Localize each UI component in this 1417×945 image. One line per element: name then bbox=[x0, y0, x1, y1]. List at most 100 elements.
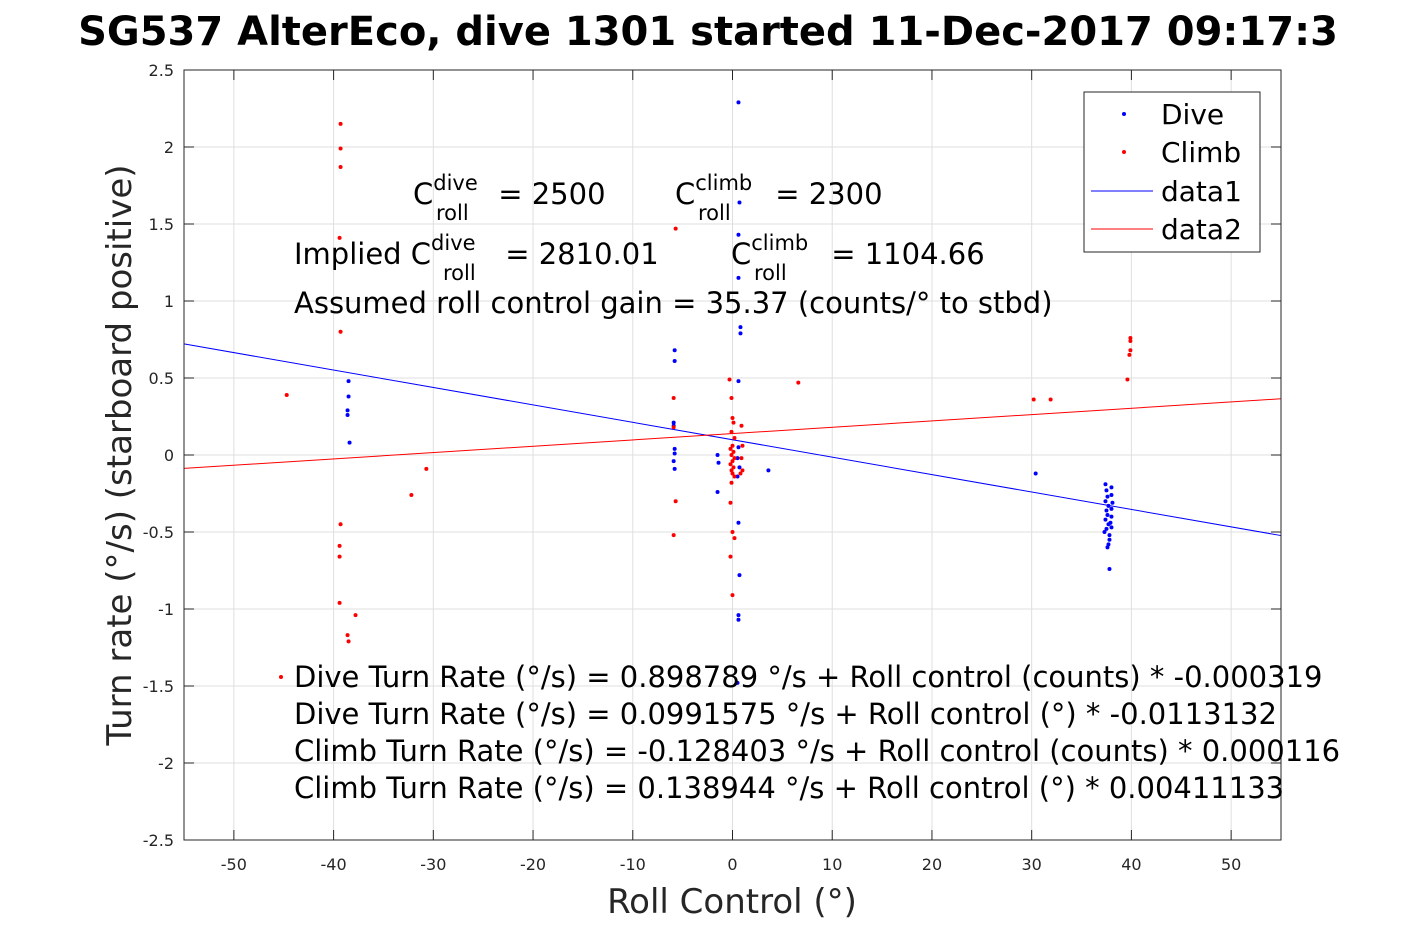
dive-point bbox=[735, 456, 740, 461]
climb-point bbox=[671, 425, 676, 430]
fit-line-data1 bbox=[183, 343, 1282, 537]
dive-point bbox=[736, 232, 741, 237]
climb-point bbox=[796, 380, 801, 385]
plot-area bbox=[183, 100, 1282, 685]
dive-point bbox=[736, 445, 741, 450]
dive-point bbox=[738, 325, 743, 330]
dive-point bbox=[346, 394, 351, 399]
axis-ticks: -50 -40 -30 -20 -10 0 10 20 30 40 50 2.5 2 1.5 1 0.5 0 -0… bbox=[143, 61, 1281, 874]
implied-climb-value: = 1104.66 bbox=[822, 237, 985, 271]
y-tick-label: 0.5 bbox=[149, 369, 174, 388]
dive-point bbox=[737, 200, 742, 205]
x-tick-label: 10 bbox=[822, 855, 842, 874]
dive-point bbox=[1109, 493, 1114, 498]
climb-point bbox=[1127, 352, 1132, 357]
x-tick-label: -10 bbox=[620, 855, 646, 874]
climb-point bbox=[673, 226, 678, 231]
climb-point bbox=[732, 436, 737, 441]
climb-point bbox=[338, 522, 343, 527]
equation-line-3: Climb Turn Rate (°/s) = -0.128403 °/s + … bbox=[294, 734, 1340, 768]
climb-point bbox=[732, 474, 737, 479]
dive-point bbox=[766, 468, 771, 473]
equation-line-1: Dive Turn Rate (°/s) = 0.898789 °/s + Ro… bbox=[294, 660, 1322, 694]
roll-gain-annotation: Assumed roll control gain = 35.37 (count… bbox=[294, 286, 1053, 320]
y-tick-label: 1.5 bbox=[149, 215, 174, 234]
dive-point bbox=[1106, 503, 1111, 508]
climb-point bbox=[345, 633, 350, 638]
implied-dive-sup: dive bbox=[431, 231, 476, 255]
climb-point bbox=[1125, 377, 1130, 382]
dive-point bbox=[672, 466, 677, 471]
climb-point bbox=[739, 456, 744, 461]
x-tick-label: 50 bbox=[1221, 855, 1241, 874]
legend-dive-label: Dive bbox=[1161, 98, 1224, 131]
legend-data1-label: data1 bbox=[1161, 175, 1242, 208]
dive-point bbox=[1102, 530, 1107, 534]
dive-point bbox=[671, 420, 676, 425]
dive-point bbox=[672, 451, 677, 456]
y-tick-label: 0 bbox=[164, 446, 174, 465]
equation-marker bbox=[279, 675, 283, 679]
climb-point bbox=[739, 423, 744, 428]
climb-point bbox=[673, 499, 678, 504]
dive-point bbox=[1104, 488, 1109, 493]
y-tick-label: 2.5 bbox=[149, 61, 174, 80]
dive-point bbox=[1110, 500, 1115, 505]
climb-point bbox=[337, 600, 342, 605]
dive-point bbox=[346, 379, 351, 384]
dive-point bbox=[347, 440, 352, 445]
climb-point bbox=[740, 443, 745, 448]
dive-point bbox=[1107, 537, 1112, 542]
implied-dive-sub: roll bbox=[443, 261, 476, 285]
dive-point bbox=[671, 459, 676, 464]
implied-c-roll-climb-annotation: Cclimb roll = 1104.66 bbox=[731, 231, 985, 285]
implied-climb-prefix: C bbox=[731, 237, 751, 271]
climb-point bbox=[728, 500, 733, 505]
dive-point bbox=[715, 489, 720, 494]
x-tick-label: 20 bbox=[922, 855, 942, 874]
climb-point bbox=[731, 420, 736, 425]
dive-point bbox=[1105, 513, 1110, 518]
climb-point bbox=[671, 396, 676, 401]
dive-point bbox=[672, 359, 677, 364]
climb-point bbox=[731, 465, 736, 470]
equation-line-2: Dive Turn Rate (°/s) = 0.0991575 °/s + R… bbox=[294, 697, 1277, 731]
climb-point bbox=[338, 165, 343, 170]
c-roll-dive-prefix: C bbox=[413, 177, 433, 211]
dive-point bbox=[736, 520, 741, 525]
climb-point bbox=[740, 468, 745, 473]
implied-climb-sup: climb bbox=[751, 231, 808, 255]
climb-point bbox=[337, 554, 342, 559]
climb-point bbox=[338, 146, 343, 151]
dive-point bbox=[1109, 514, 1114, 519]
x-tick-label: 40 bbox=[1121, 855, 1141, 874]
legend: Dive Climb data1 data2 bbox=[1083, 91, 1261, 253]
climb-point bbox=[729, 480, 734, 485]
climb-point bbox=[353, 613, 358, 618]
x-tick-label: -50 bbox=[221, 855, 247, 874]
dive-point bbox=[736, 100, 741, 105]
legend-climb-marker bbox=[1122, 150, 1126, 154]
legend-dive-marker bbox=[1122, 112, 1126, 116]
y-tick-label: -2 bbox=[158, 754, 174, 773]
climb-point bbox=[1128, 348, 1133, 353]
climb-point bbox=[729, 453, 734, 457]
c-roll-climb-value: = 2300 bbox=[766, 177, 883, 211]
climb-point bbox=[727, 377, 732, 382]
climb-point bbox=[729, 429, 734, 434]
dive-point bbox=[1103, 499, 1108, 504]
climb-point bbox=[337, 543, 342, 548]
dive-point bbox=[1108, 520, 1113, 525]
x-tick-label: 0 bbox=[727, 855, 737, 874]
climb-point bbox=[730, 443, 735, 448]
dive-point bbox=[737, 465, 742, 470]
dive-point bbox=[1033, 471, 1038, 476]
climb-point bbox=[1031, 397, 1036, 402]
climb-point bbox=[730, 459, 735, 464]
dive-point bbox=[716, 460, 721, 465]
dive-point bbox=[1105, 545, 1110, 550]
climb-point bbox=[730, 416, 735, 421]
climb-point bbox=[730, 471, 735, 476]
dive-point bbox=[1103, 517, 1108, 522]
c-roll-dive-annotation: Cdive roll = 2500 bbox=[413, 171, 606, 225]
